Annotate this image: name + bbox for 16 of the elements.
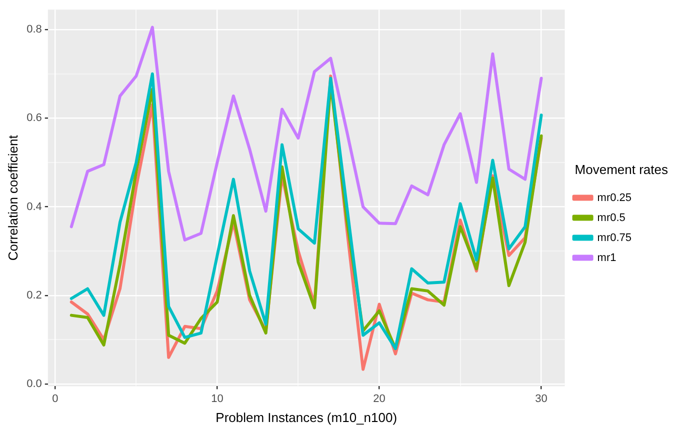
x-axis-title: Problem Instances (m10_n100)	[216, 410, 398, 425]
y-tick-label: 0.4	[26, 200, 42, 213]
y-tick-label: 0.2	[26, 289, 42, 302]
legend-title: Movement rates	[574, 162, 668, 177]
legend-label: mr0.75	[597, 232, 632, 244]
x-tick-label: 20	[373, 392, 386, 405]
y-axis-title: Correlation coefficient	[5, 134, 20, 261]
x-tick-label: 0	[52, 392, 58, 405]
legend-label: mr0.25	[597, 192, 632, 204]
y-tick-label: 0.8	[26, 24, 42, 36]
y-tick-label: 0.6	[26, 112, 42, 124]
x-tick-label: 30	[535, 392, 548, 405]
text: 0.0	[26, 378, 42, 390]
x-tick-label: 10	[211, 392, 224, 405]
legend-label: mr1	[597, 252, 616, 264]
legend-label: mr0.5	[597, 212, 626, 224]
